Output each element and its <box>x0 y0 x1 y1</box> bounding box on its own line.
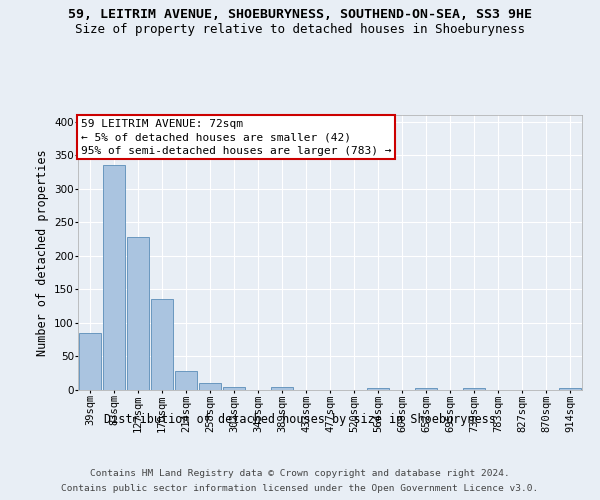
Bar <box>151 299 173 390</box>
Y-axis label: Number of detached properties: Number of detached properties <box>35 149 49 356</box>
Bar <box>103 166 125 390</box>
Text: 59 LEITRIM AVENUE: 72sqm
← 5% of detached houses are smaller (42)
95% of semi-de: 59 LEITRIM AVENUE: 72sqm ← 5% of detache… <box>80 119 391 156</box>
Bar <box>223 386 245 390</box>
Text: 59, LEITRIM AVENUE, SHOEBURYNESS, SOUTHEND-ON-SEA, SS3 9HE: 59, LEITRIM AVENUE, SHOEBURYNESS, SOUTHE… <box>68 8 532 20</box>
Bar <box>127 237 149 390</box>
Bar <box>559 388 581 390</box>
Bar <box>199 384 221 390</box>
Text: Contains HM Land Registry data © Crown copyright and database right 2024.: Contains HM Land Registry data © Crown c… <box>90 469 510 478</box>
Bar <box>415 388 437 390</box>
Bar <box>175 371 197 390</box>
Bar <box>367 388 389 390</box>
Bar <box>463 388 485 390</box>
Text: Contains public sector information licensed under the Open Government Licence v3: Contains public sector information licen… <box>61 484 539 493</box>
Bar <box>271 386 293 390</box>
Text: Distribution of detached houses by size in Shoeburyness: Distribution of detached houses by size … <box>104 412 496 426</box>
Text: Size of property relative to detached houses in Shoeburyness: Size of property relative to detached ho… <box>75 22 525 36</box>
Bar <box>79 333 101 390</box>
